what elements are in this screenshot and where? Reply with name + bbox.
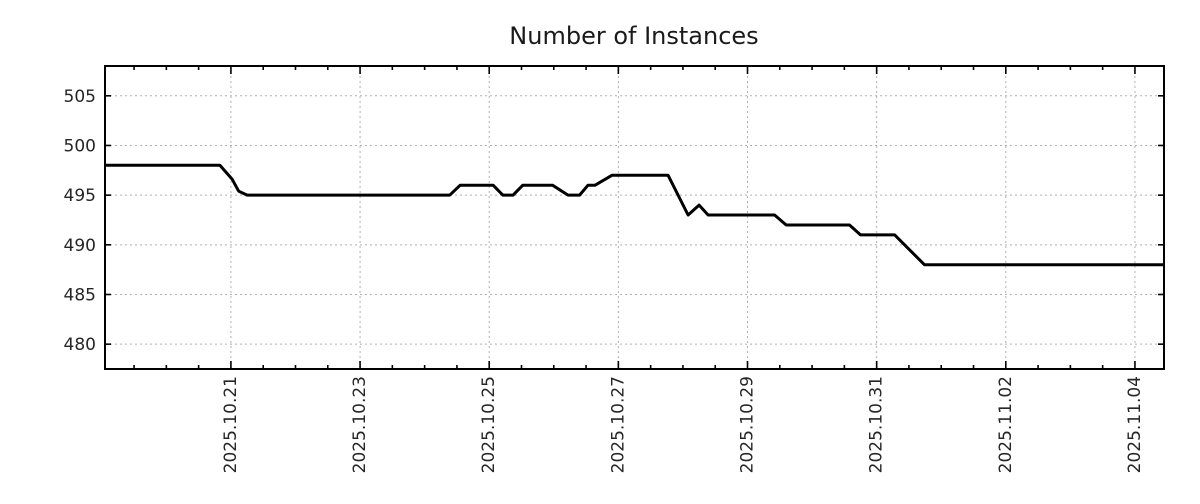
axis-layer bbox=[104, 65, 1165, 370]
x-tick-label: 2025.11.04 bbox=[1125, 376, 1145, 473]
x-tick-label: 2025.10.27 bbox=[608, 376, 628, 473]
y-tick-label: 490 bbox=[64, 236, 96, 256]
y-tick-label: 500 bbox=[64, 136, 96, 156]
axis-label-layer: 480 485 490 495 500 505 2025.10.21 2025.10.23 20… bbox=[64, 87, 1145, 474]
y-tick-label: 480 bbox=[64, 335, 96, 355]
x-tick-label: 2025.10.21 bbox=[221, 376, 241, 473]
series-layer bbox=[105, 163, 1164, 267]
x-tick-label: 2025.10.31 bbox=[867, 376, 887, 473]
x-tick-label: 2025.10.23 bbox=[350, 376, 370, 473]
y-tick-label: 505 bbox=[64, 87, 96, 107]
x-tick-label: 2025.10.29 bbox=[738, 376, 758, 473]
x-tick-label: 2025.11.02 bbox=[996, 376, 1016, 473]
plot-border bbox=[104, 65, 1165, 370]
grid-layer bbox=[105, 66, 1164, 369]
chart-title: Number of Instances bbox=[509, 22, 758, 50]
data-series-line bbox=[105, 163, 1164, 267]
y-tick-label: 495 bbox=[64, 186, 96, 206]
x-tick-label: 2025.10.25 bbox=[479, 376, 499, 473]
y-tick-label: 485 bbox=[64, 285, 96, 305]
